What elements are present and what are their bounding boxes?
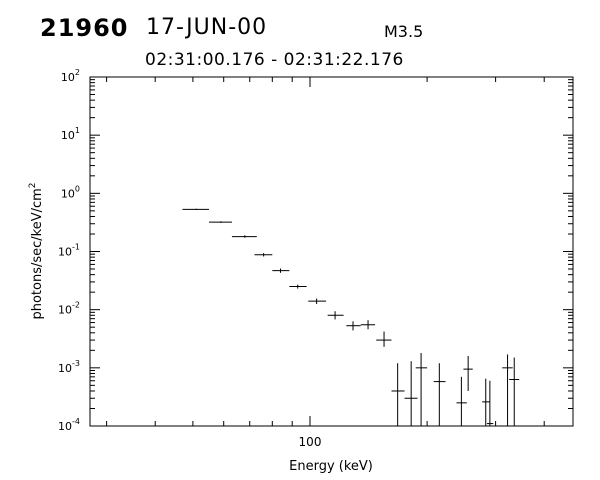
data-points <box>182 208 520 426</box>
flare-class: M3.5 <box>384 22 424 41</box>
data-point <box>415 352 428 426</box>
event-id: 21960 <box>40 14 129 42</box>
x-tick-labels: 100 <box>299 435 322 449</box>
y-tick-labels: 10-4 10-3 10-2 10-1 100 101 102 <box>58 68 80 433</box>
data-point <box>376 331 392 347</box>
data-point <box>391 363 405 426</box>
data-point <box>509 357 520 426</box>
data-point <box>482 378 490 426</box>
data-point <box>463 355 473 391</box>
y-tick-label: 10-2 <box>58 301 80 317</box>
data-point <box>486 380 494 426</box>
data-point <box>289 284 307 289</box>
y-tick-label: 100 <box>61 184 80 200</box>
y-tick-label: 101 <box>61 126 80 142</box>
y-tick-label: 10-4 <box>58 417 80 433</box>
event-date: 17-JUN-00 <box>146 15 268 40</box>
data-point <box>346 321 361 331</box>
plot-frame <box>89 76 574 427</box>
data-point <box>209 221 232 223</box>
data-point <box>231 235 257 238</box>
time-range: 02:31:00.176 - 02:31:22.176 <box>145 50 404 70</box>
x-tick-label: 100 <box>299 435 322 449</box>
data-point <box>254 253 273 257</box>
data-point <box>360 320 376 330</box>
y-tick-label: 102 <box>61 68 80 84</box>
x-axis-label: Energy (keV) <box>289 459 373 474</box>
y-tick-label: 10-3 <box>58 359 80 375</box>
data-point <box>433 363 446 426</box>
y-tick-label: 10-1 <box>58 243 80 259</box>
axis-ticks <box>90 76 573 427</box>
data-point <box>182 208 210 210</box>
y-axis-label-text: photons/sec/keV/cm <box>30 188 45 319</box>
data-point <box>456 376 467 426</box>
data-point <box>272 268 290 273</box>
data-point <box>404 361 418 426</box>
data-point <box>327 311 344 320</box>
y-axis-label: photons/sec/keV/cm2 <box>28 182 45 319</box>
data-point <box>502 354 513 426</box>
data-point <box>308 298 327 305</box>
y-axis-label-superscript: 2 <box>28 182 38 188</box>
